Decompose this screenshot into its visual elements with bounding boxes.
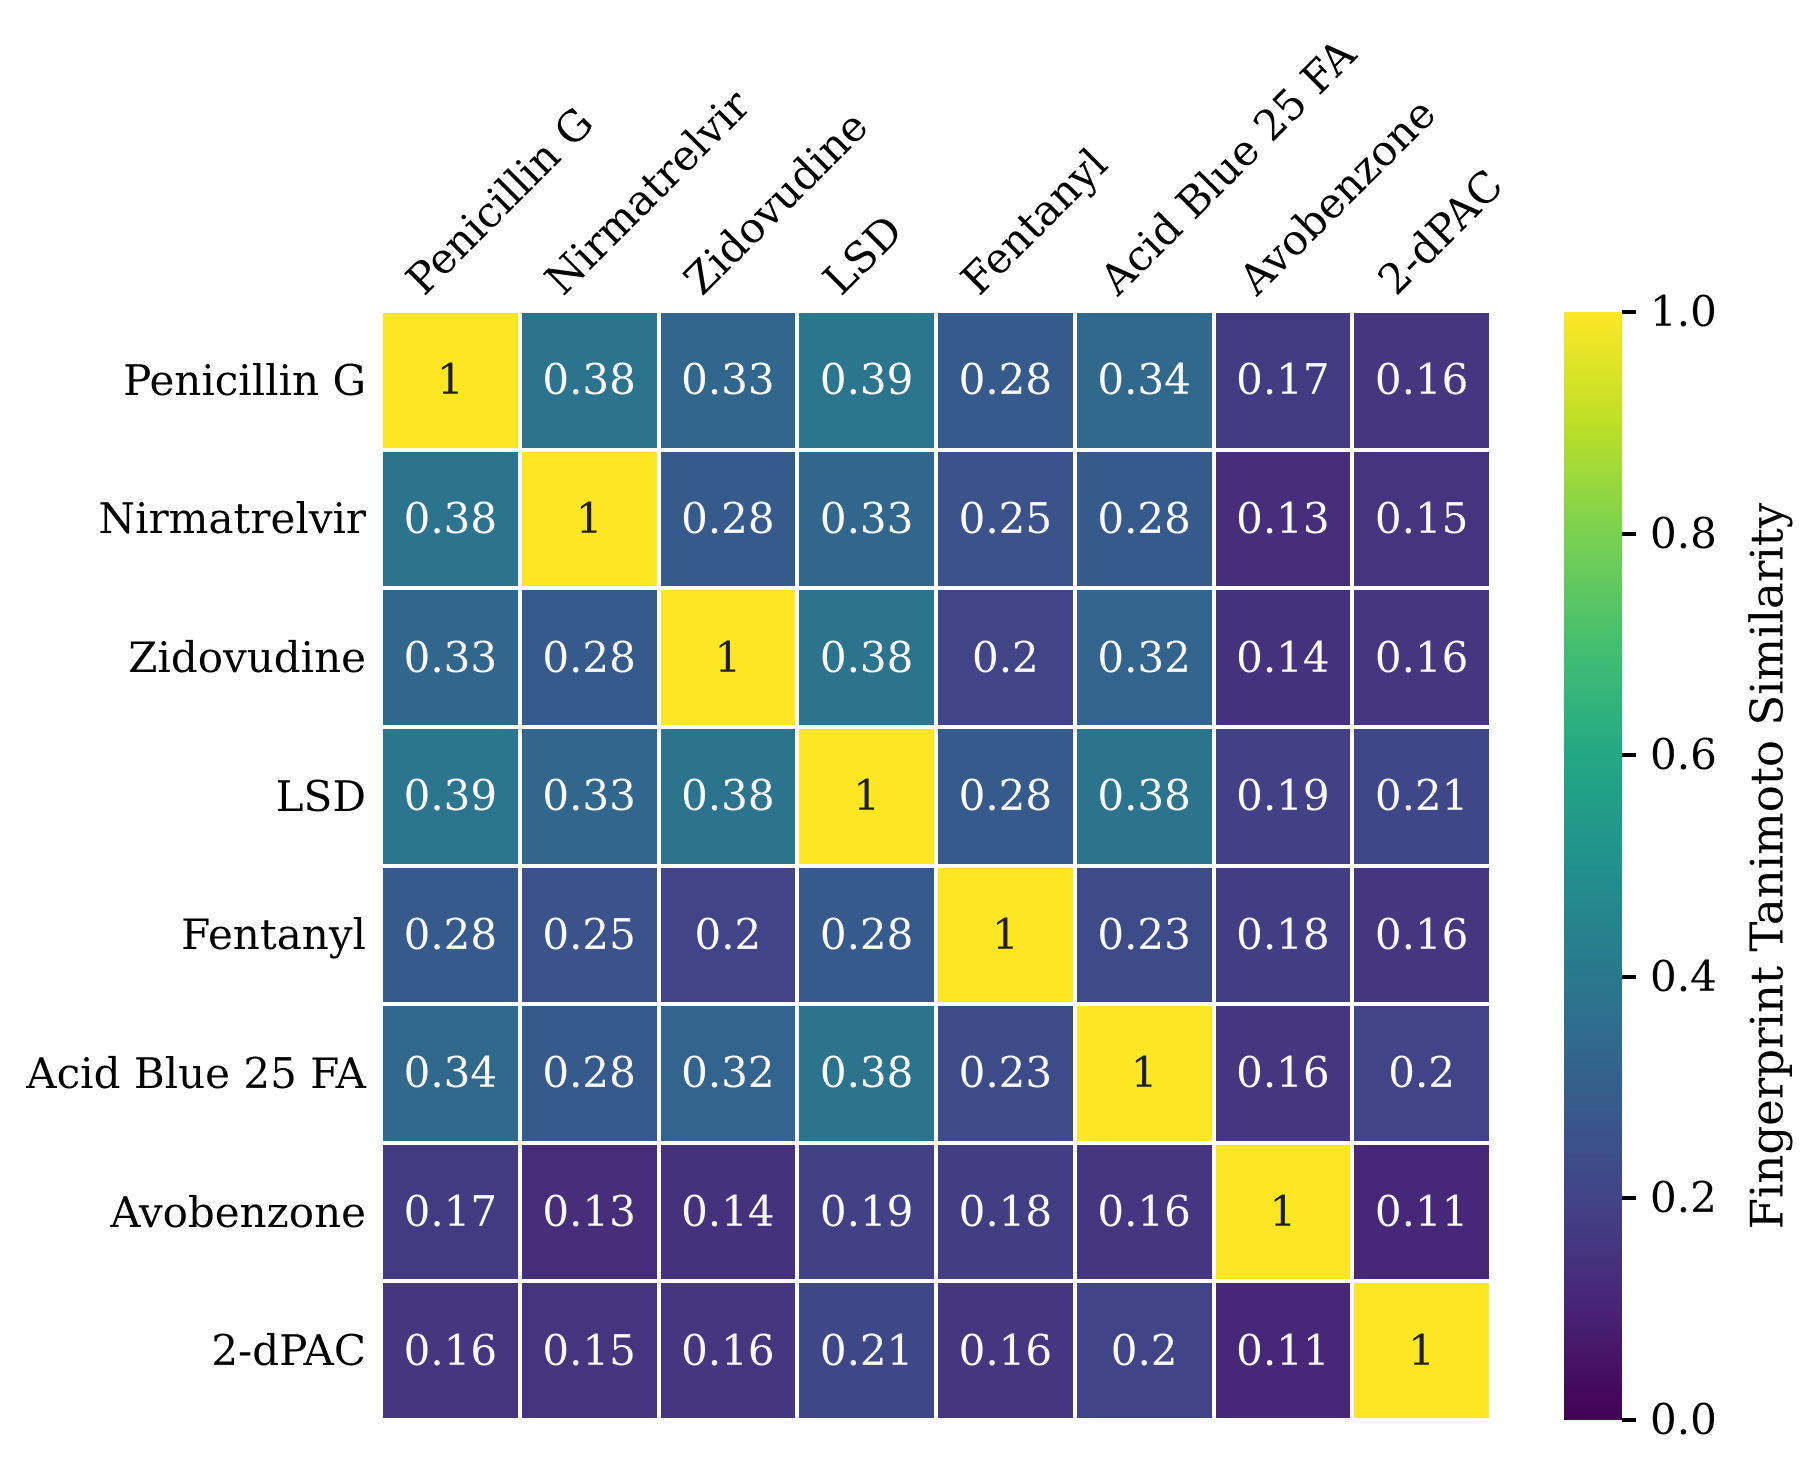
- heatmap-cell: 0.16: [1215, 1006, 1351, 1141]
- heatmap-cell: 0.14: [660, 1144, 796, 1280]
- heatmap-cell: 0.18: [938, 1144, 1073, 1280]
- heatmap-cell: 0.32: [1076, 590, 1212, 725]
- heatmap-cell: 0.34: [1076, 313, 1212, 448]
- heatmap-cell: 0.18: [1215, 867, 1351, 1003]
- heatmap-cell: 0.16: [660, 1283, 796, 1418]
- heatmap-cell: 0.15: [1354, 451, 1489, 587]
- heatmap-grid: 1 0.38 0.33 0.39 0.28 0.34 0.17 0.16 0.38 1 0.28 0.…: [383, 313, 1489, 1418]
- row-label: Fentanyl: [181, 910, 366, 960]
- colorbar-tick-mark: [1622, 1196, 1636, 1201]
- row-label: Avobenzone: [110, 1187, 366, 1237]
- heatmap-cell: 0.28: [383, 867, 518, 1003]
- colorbar-tick-mark: [1622, 531, 1636, 536]
- row-label: Acid Blue 25 FA: [26, 1048, 366, 1098]
- heatmap-cell: 0.19: [1215, 728, 1351, 864]
- heatmap-cell: 0.11: [1215, 1283, 1351, 1418]
- heatmap-cell: 0.39: [799, 313, 934, 448]
- heatmap-cell: 1: [383, 313, 518, 448]
- heatmap-cell: 0.28: [521, 590, 657, 725]
- row-label: 2-dPAC: [211, 1326, 366, 1376]
- column-label: Fentanyl: [951, 138, 1118, 305]
- heatmap-cell: 1: [938, 867, 1073, 1003]
- heatmap-cell: 0.39: [383, 728, 518, 864]
- colorbar-tick-mark: [1622, 753, 1636, 758]
- heatmap-cell: 1: [1215, 1144, 1351, 1280]
- heatmap-cell: 0.38: [799, 1006, 934, 1141]
- heatmap-cell: 0.38: [799, 590, 934, 725]
- heatmap-cell: 1: [660, 590, 796, 725]
- heatmap-cell: 0.21: [799, 1283, 934, 1418]
- heatmap-cell: 1: [799, 728, 934, 864]
- heatmap-cell: 0.25: [521, 867, 657, 1003]
- heatmap-cell: 0.38: [660, 728, 796, 864]
- row-label: Zidovudine: [128, 633, 366, 683]
- heatmap-cell: 0.38: [383, 451, 518, 587]
- heatmap-cell: 0.28: [938, 728, 1073, 864]
- colorbar-tick-label: 0.4: [1650, 951, 1717, 1001]
- column-label: LSD: [813, 205, 912, 305]
- heatmap-cell: 0.38: [1076, 728, 1212, 864]
- heatmap-cell: 0.28: [521, 1006, 657, 1141]
- heatmap-cell: 0.21: [1354, 728, 1489, 864]
- heatmap-cell: 0.13: [1215, 451, 1351, 587]
- heatmap-cell: 0.33: [521, 728, 657, 864]
- heatmap-cell: 0.16: [383, 1283, 518, 1418]
- column-label: Acid Blue 25 FA: [1090, 29, 1366, 305]
- heatmap-cell: 0.16: [1354, 867, 1489, 1003]
- heatmap-cell: 0.2: [1076, 1283, 1212, 1418]
- heatmap-cell: 0.28: [1076, 451, 1212, 587]
- heatmap-cell: 0.33: [383, 590, 518, 725]
- colorbar-tick-label: 0.6: [1650, 730, 1717, 780]
- heatmap-cell: 1: [521, 451, 657, 587]
- colorbar-tick-label: 1.0: [1650, 287, 1717, 336]
- heatmap-cell: 0.28: [799, 867, 934, 1003]
- heatmap-cell: 0.17: [383, 1144, 518, 1280]
- heatmap-cell: 0.16: [1076, 1144, 1212, 1280]
- row-label: Penicillin G: [123, 355, 366, 405]
- colorbar-axis-label: Fingerprint Tanimoto Similarity: [1740, 502, 1794, 1230]
- heatmap-cell: 1: [1354, 1283, 1489, 1418]
- heatmap-cell: 0.15: [521, 1283, 657, 1418]
- row-label: Nirmatrelvir: [98, 494, 366, 544]
- heatmap-cell: 0.13: [521, 1144, 657, 1280]
- heatmap-cell: 0.16: [938, 1283, 1073, 1418]
- heatmap-cell: 0.23: [1076, 867, 1212, 1003]
- row-labels: Penicillin G Nirmatrelvir Zidovudine LSD Fen…: [0, 313, 366, 1418]
- heatmap-cell: 0.38: [521, 313, 657, 448]
- heatmap-cell: 0.23: [938, 1006, 1073, 1141]
- heatmap-cell: 0.34: [383, 1006, 518, 1141]
- heatmap-cell: 0.33: [660, 313, 796, 448]
- heatmap-cell: 0.2: [938, 590, 1073, 725]
- heatmap-cell: 0.2: [660, 867, 796, 1003]
- colorbar-tick-mark: [1622, 1418, 1636, 1422]
- heatmap-cell: 1: [1076, 1006, 1212, 1141]
- colorbar-tick-label: 0.0: [1650, 1395, 1717, 1444]
- heatmap-cell: 0.28: [660, 451, 796, 587]
- heatmap-cell: 0.25: [938, 451, 1073, 587]
- heatmap-cell: 0.19: [799, 1144, 934, 1280]
- heatmap-cell: 0.2: [1354, 1006, 1489, 1141]
- colorbar-tick-label: 0.2: [1650, 1173, 1717, 1223]
- row-label: LSD: [275, 771, 366, 821]
- heatmap-cell: 0.17: [1215, 313, 1351, 448]
- colorbar-tick-mark: [1622, 974, 1636, 979]
- heatmap-cell: 0.14: [1215, 590, 1351, 725]
- heatmap-cell: 0.28: [938, 313, 1073, 448]
- column-label: 2-dPAC: [1368, 160, 1513, 305]
- heatmap-cell: 0.32: [660, 1006, 796, 1141]
- colorbar-tick-mark: [1622, 310, 1636, 314]
- heatmap-cell: 0.16: [1354, 590, 1489, 725]
- colorbar-tick-label: 0.8: [1650, 508, 1717, 558]
- colorbar-gradient: [1564, 312, 1622, 1420]
- heatmap-cell: 0.16: [1354, 313, 1489, 448]
- heatmap-cell: 0.11: [1354, 1144, 1489, 1280]
- heatmap-cell: 0.33: [799, 451, 934, 587]
